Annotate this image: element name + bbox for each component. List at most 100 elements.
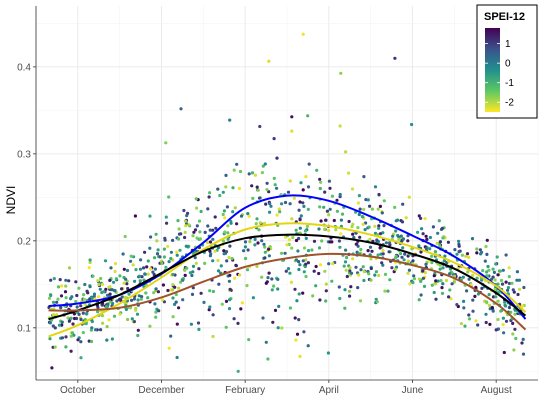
data-point (312, 239, 317, 243)
data-point (515, 270, 520, 274)
data-point (467, 255, 471, 259)
data-point (362, 207, 366, 211)
data-point (217, 282, 221, 286)
data-point (173, 285, 177, 289)
data-point (504, 319, 509, 323)
data-point (131, 263, 135, 267)
data-point (442, 235, 446, 239)
data-point (124, 307, 128, 312)
data-point (324, 282, 328, 286)
data-point (444, 278, 449, 283)
data-point (154, 315, 158, 319)
data-point (297, 236, 301, 241)
data-point (171, 288, 175, 292)
data-point (160, 261, 164, 265)
data-point (424, 234, 428, 238)
data-point (161, 283, 165, 287)
data-point (345, 274, 349, 279)
data-point (497, 290, 501, 294)
data-point (504, 280, 508, 284)
data-point (303, 229, 307, 233)
data-point (302, 204, 306, 208)
data-point (314, 284, 318, 288)
data-point (294, 338, 298, 342)
data-point (483, 259, 487, 263)
legend-label: -1 (505, 78, 514, 89)
series-line-3 (48, 233, 527, 321)
data-point (497, 269, 501, 273)
data-point (123, 234, 127, 239)
data-point (293, 287, 297, 291)
data-point (377, 224, 381, 228)
data-point (263, 256, 267, 260)
data-point (298, 226, 302, 230)
data-point (232, 168, 236, 172)
data-point (494, 295, 498, 299)
data-point (452, 280, 456, 284)
data-point (136, 333, 140, 338)
data-point (276, 287, 280, 291)
data-point (101, 321, 105, 325)
data-point (295, 299, 299, 303)
data-point (361, 265, 365, 269)
data-point (257, 228, 261, 232)
data-point (380, 261, 384, 265)
data-point (83, 302, 87, 306)
data-point (518, 287, 522, 291)
data-point (424, 246, 428, 251)
data-point (162, 247, 166, 251)
data-point (229, 221, 233, 225)
smooth-lines (48, 194, 527, 338)
data-point (260, 171, 264, 175)
data-point (402, 258, 406, 262)
data-point (475, 251, 479, 255)
data-point (228, 298, 232, 302)
data-point (101, 282, 105, 286)
data-point (108, 278, 112, 282)
data-point (511, 288, 515, 292)
data-point (87, 266, 91, 270)
data-point (89, 339, 94, 344)
data-point (47, 296, 52, 300)
data-point (186, 211, 190, 215)
data-point (51, 300, 56, 304)
data-point (328, 240, 332, 244)
data-point (294, 238, 299, 243)
data-point (514, 336, 518, 341)
data-point (306, 207, 310, 211)
data-point (446, 240, 450, 244)
data-point (151, 270, 155, 274)
data-point (69, 316, 73, 320)
data-point (225, 259, 229, 263)
data-point (70, 331, 74, 335)
data-point (228, 118, 232, 122)
data-point (263, 162, 267, 166)
data-point (288, 306, 292, 310)
data-point (208, 228, 212, 232)
data-point (408, 282, 412, 286)
data-point (471, 273, 475, 277)
data-point (447, 295, 451, 299)
data-point (96, 310, 100, 314)
data-point (177, 306, 181, 310)
data-point (430, 283, 434, 287)
y-tick-label: 0.2 (17, 236, 31, 247)
data-point (216, 187, 220, 191)
data-point (183, 268, 187, 272)
data-point (207, 195, 211, 199)
data-point (349, 285, 353, 289)
data-point (507, 275, 511, 279)
data-point (367, 272, 371, 276)
data-point (314, 264, 318, 269)
data-point (216, 258, 220, 263)
data-point (384, 241, 388, 245)
data-point (69, 297, 73, 301)
data-point (152, 291, 156, 295)
data-point (153, 256, 157, 260)
data-point (338, 192, 342, 197)
data-point (465, 289, 469, 293)
data-point (224, 173, 228, 177)
data-point (269, 204, 273, 208)
data-point (232, 317, 236, 321)
data-point (155, 252, 160, 256)
